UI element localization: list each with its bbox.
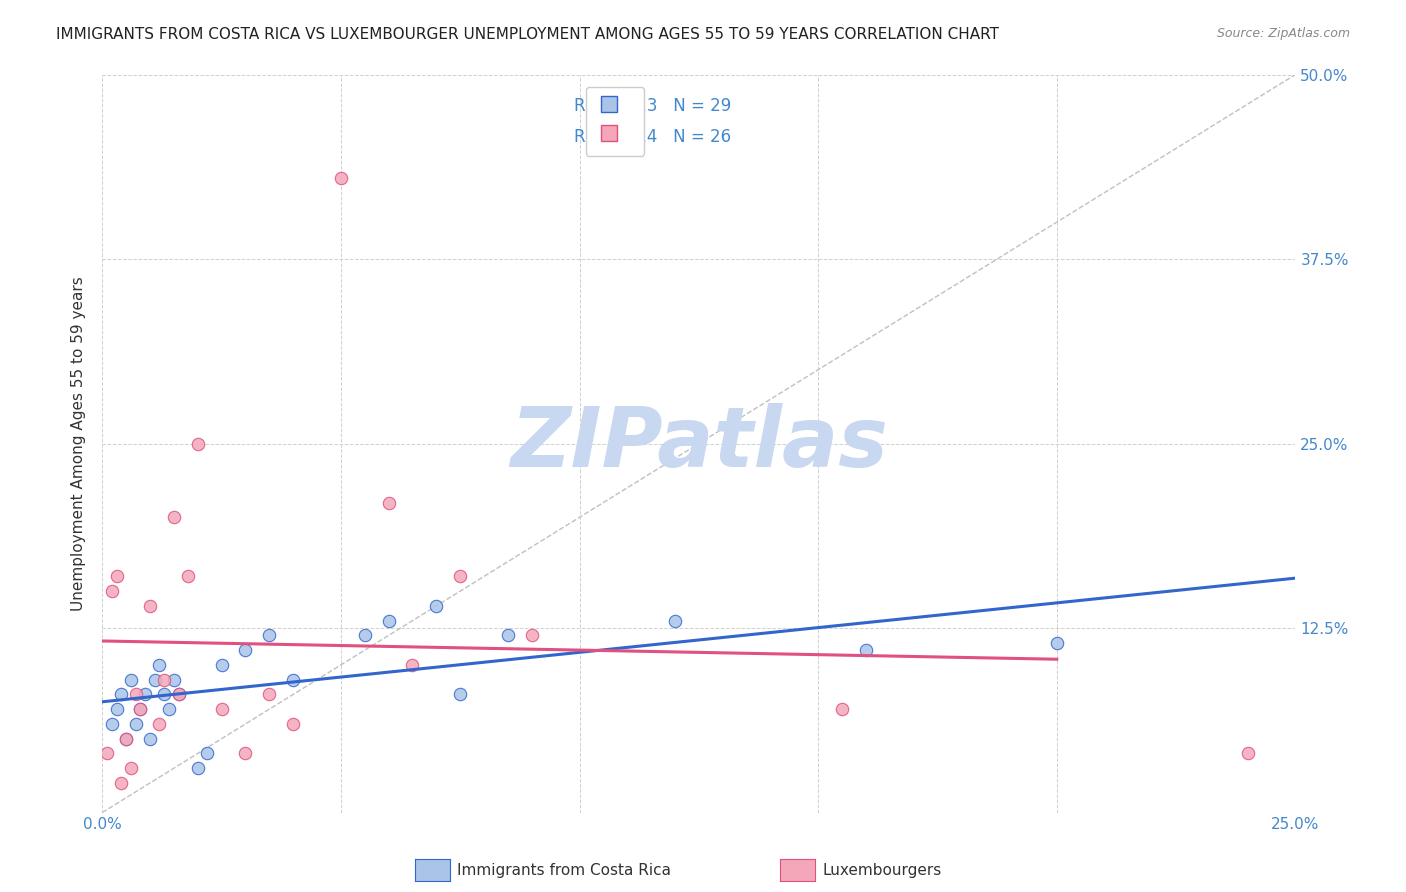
Point <box>187 436 209 450</box>
Point <box>211 702 233 716</box>
Point <box>100 584 122 599</box>
Legend: , : , <box>586 87 644 155</box>
Point <box>129 702 152 716</box>
Point <box>353 628 375 642</box>
Point <box>124 717 146 731</box>
Point <box>148 657 170 672</box>
Point <box>401 657 423 672</box>
Point <box>96 747 118 761</box>
Point <box>100 717 122 731</box>
Point <box>129 702 152 716</box>
Point <box>177 569 200 583</box>
Point <box>281 673 304 687</box>
Point <box>134 688 156 702</box>
Point <box>520 628 543 642</box>
Point <box>259 688 281 702</box>
Point <box>139 731 162 746</box>
Text: Luxembourgers: Luxembourgers <box>823 863 942 878</box>
Point <box>167 688 190 702</box>
Point <box>235 643 257 657</box>
Point <box>377 614 399 628</box>
Point <box>105 569 128 583</box>
Point <box>211 657 233 672</box>
Point <box>1236 747 1258 761</box>
Point <box>115 731 138 746</box>
Text: R = 0.614   N = 26: R = 0.614 N = 26 <box>574 128 731 145</box>
Point <box>148 717 170 731</box>
Text: ZIPatlas: ZIPatlas <box>510 403 887 484</box>
Point <box>449 688 471 702</box>
Point <box>1046 636 1069 650</box>
Point <box>163 510 186 524</box>
Point <box>153 688 176 702</box>
Point <box>664 614 686 628</box>
Point <box>124 688 146 702</box>
Text: R = 0.423   N = 29: R = 0.423 N = 29 <box>574 97 731 115</box>
Point <box>496 628 519 642</box>
Point <box>143 673 166 687</box>
Text: IMMIGRANTS FROM COSTA RICA VS LUXEMBOURGER UNEMPLOYMENT AMONG AGES 55 TO 59 YEAR: IMMIGRANTS FROM COSTA RICA VS LUXEMBOURG… <box>56 27 1000 42</box>
Point <box>120 761 142 775</box>
Point <box>120 673 142 687</box>
Point <box>377 495 399 509</box>
Y-axis label: Unemployment Among Ages 55 to 59 years: Unemployment Among Ages 55 to 59 years <box>72 277 86 611</box>
Text: Immigrants from Costa Rica: Immigrants from Costa Rica <box>457 863 671 878</box>
Point <box>259 628 281 642</box>
Point <box>281 717 304 731</box>
Point <box>163 673 186 687</box>
Point <box>153 673 176 687</box>
Text: Source: ZipAtlas.com: Source: ZipAtlas.com <box>1216 27 1350 40</box>
Point <box>187 761 209 775</box>
Point <box>157 702 180 716</box>
Point <box>831 702 853 716</box>
Point <box>329 170 352 185</box>
Point <box>235 747 257 761</box>
Point <box>105 702 128 716</box>
Point <box>449 569 471 583</box>
Point <box>110 688 132 702</box>
Point <box>195 747 218 761</box>
Point <box>855 643 877 657</box>
Point <box>110 776 132 790</box>
Point <box>139 599 162 613</box>
Point <box>167 688 190 702</box>
Point <box>115 731 138 746</box>
Point <box>425 599 447 613</box>
